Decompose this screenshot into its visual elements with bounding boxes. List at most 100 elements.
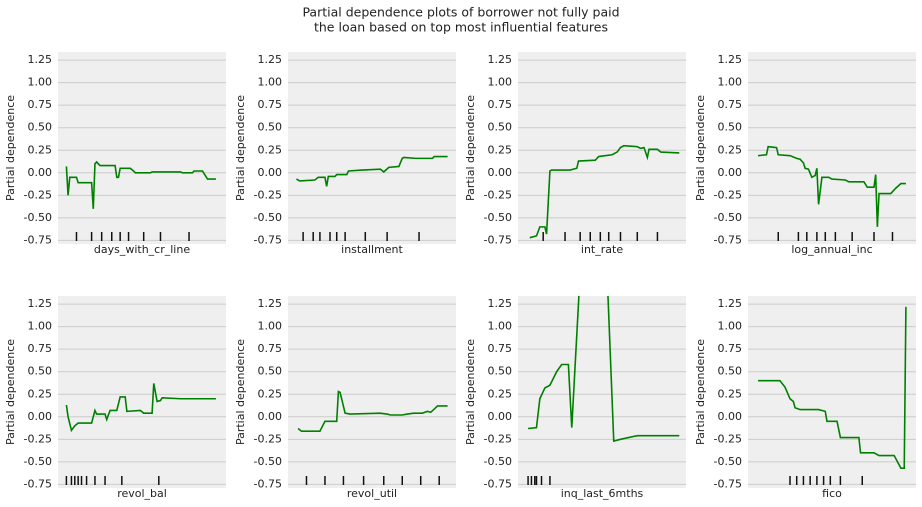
pd-line xyxy=(297,390,448,433)
y-tick-label: 0.75 xyxy=(258,98,283,111)
y-tick-label: 0.00 xyxy=(258,166,283,179)
y-tick-label: -0.25 xyxy=(714,432,742,445)
y-tick-label: 0.00 xyxy=(718,166,743,179)
y-tick-label: -0.50 xyxy=(714,211,742,224)
pd-line xyxy=(65,160,216,209)
y-tick-label: 1.25 xyxy=(488,53,513,66)
y-tick-label: -0.25 xyxy=(254,432,282,445)
y-tick-label: 0.25 xyxy=(28,143,53,156)
y-tick-label: 0.25 xyxy=(718,387,743,400)
plot-area xyxy=(748,52,916,244)
x-axis-label: log_annual_inc xyxy=(791,243,872,256)
plot-content xyxy=(757,145,906,241)
y-tick-label: 1.25 xyxy=(28,53,53,66)
y-tick-label: 0.50 xyxy=(28,365,53,378)
y-tick-label: 1.00 xyxy=(718,76,743,89)
y-tick-label: 0.50 xyxy=(488,365,513,378)
y-tick-label: 0.00 xyxy=(488,166,513,179)
y-tick-label: 0.25 xyxy=(488,387,513,400)
y-tick-label: 0.75 xyxy=(28,98,53,111)
y-tick-label: -0.25 xyxy=(714,188,742,201)
figure-title: the loan based on top most influential f… xyxy=(314,20,608,35)
plot-area xyxy=(288,296,456,488)
y-tick-label: 1.00 xyxy=(718,320,743,333)
y-tick-label: 0.25 xyxy=(718,143,743,156)
x-axis-label: inq_last_6mths xyxy=(561,487,644,500)
y-tick-label: 0.75 xyxy=(488,98,513,111)
y-tick-label: -0.75 xyxy=(254,477,282,490)
y-tick-label: -0.75 xyxy=(484,233,512,246)
y-tick-label: 0.00 xyxy=(258,410,283,423)
y-tick-label: 0.00 xyxy=(718,410,743,423)
y-tick-label: 0.50 xyxy=(258,121,283,134)
y-tick-label: -0.50 xyxy=(24,455,52,468)
y-tick-label: 0.00 xyxy=(488,410,513,423)
pd-line xyxy=(65,383,216,433)
y-axis-label: Partial dependence xyxy=(694,95,707,201)
plot-content xyxy=(297,390,448,485)
plot-content xyxy=(296,155,448,241)
plot-content xyxy=(65,383,216,485)
y-tick-label: 0.75 xyxy=(488,342,513,355)
x-axis-label: days_with_cr_line xyxy=(94,243,190,256)
plot-area xyxy=(518,52,686,244)
x-axis-label: fico xyxy=(822,487,842,500)
y-tick-label: -0.25 xyxy=(484,432,512,445)
y-tick-label: -0.75 xyxy=(484,477,512,490)
pd-line xyxy=(758,306,907,469)
y-tick-label: 0.25 xyxy=(488,143,513,156)
y-tick-label: 0.00 xyxy=(28,410,53,423)
figure-title: Partial dependence plots of borrower not… xyxy=(302,5,619,20)
y-axis-label: Partial dependence xyxy=(234,339,247,445)
y-tick-label: 0.50 xyxy=(718,121,743,134)
pd-line xyxy=(529,144,680,239)
y-axis-label: Partial dependence xyxy=(4,95,17,201)
y-axis-label: Partial dependence xyxy=(694,339,707,445)
y-tick-label: 1.00 xyxy=(258,76,283,89)
y-axis-label: Partial dependence xyxy=(234,95,247,201)
y-tick-label: 1.25 xyxy=(258,53,283,66)
x-axis-label: revol_util xyxy=(347,487,397,500)
y-tick-label: 1.00 xyxy=(488,320,513,333)
y-tick-label: -0.25 xyxy=(254,188,282,201)
x-axis-label: int_rate xyxy=(581,243,623,256)
y-tick-label: -0.25 xyxy=(484,188,512,201)
y-tick-label: -0.75 xyxy=(24,233,52,246)
y-tick-label: 0.00 xyxy=(28,166,53,179)
y-tick-label: 0.75 xyxy=(28,342,53,355)
pd-line xyxy=(757,145,906,227)
y-tick-label: 1.25 xyxy=(258,297,283,310)
y-axis-label: Partial dependence xyxy=(4,339,17,445)
y-tick-label: 1.00 xyxy=(258,320,283,333)
y-tick-label: -0.50 xyxy=(254,455,282,468)
y-tick-label: -0.25 xyxy=(24,432,52,445)
plot-content xyxy=(527,296,680,485)
y-tick-label: 0.50 xyxy=(28,121,53,134)
plot-area xyxy=(58,296,226,488)
y-tick-label: 1.25 xyxy=(488,297,513,310)
y-tick-label: -0.75 xyxy=(714,477,742,490)
y-tick-label: 1.00 xyxy=(488,76,513,89)
plot-area xyxy=(748,296,916,488)
y-axis-label: Partial dependence xyxy=(464,339,477,445)
y-tick-label: 1.25 xyxy=(28,297,53,310)
y-tick-label: 1.00 xyxy=(28,320,53,333)
y-tick-label: 0.75 xyxy=(718,98,743,111)
plot-area xyxy=(518,296,686,488)
y-tick-label: -0.50 xyxy=(254,211,282,224)
y-tick-label: 0.25 xyxy=(258,143,283,156)
y-tick-label: 0.75 xyxy=(258,342,283,355)
y-tick-label: -0.75 xyxy=(714,233,742,246)
pd-line xyxy=(527,296,680,443)
y-tick-label: 0.25 xyxy=(258,387,283,400)
pd-line xyxy=(296,155,448,187)
y-tick-label: -0.50 xyxy=(484,455,512,468)
plot-content xyxy=(65,160,216,241)
y-tick-label: -0.50 xyxy=(714,455,742,468)
x-axis-label: installment xyxy=(341,243,403,256)
y-tick-label: 0.50 xyxy=(488,121,513,134)
y-tick-label: 0.50 xyxy=(718,365,743,378)
plot-area xyxy=(58,52,226,244)
y-tick-label: -0.25 xyxy=(24,188,52,201)
